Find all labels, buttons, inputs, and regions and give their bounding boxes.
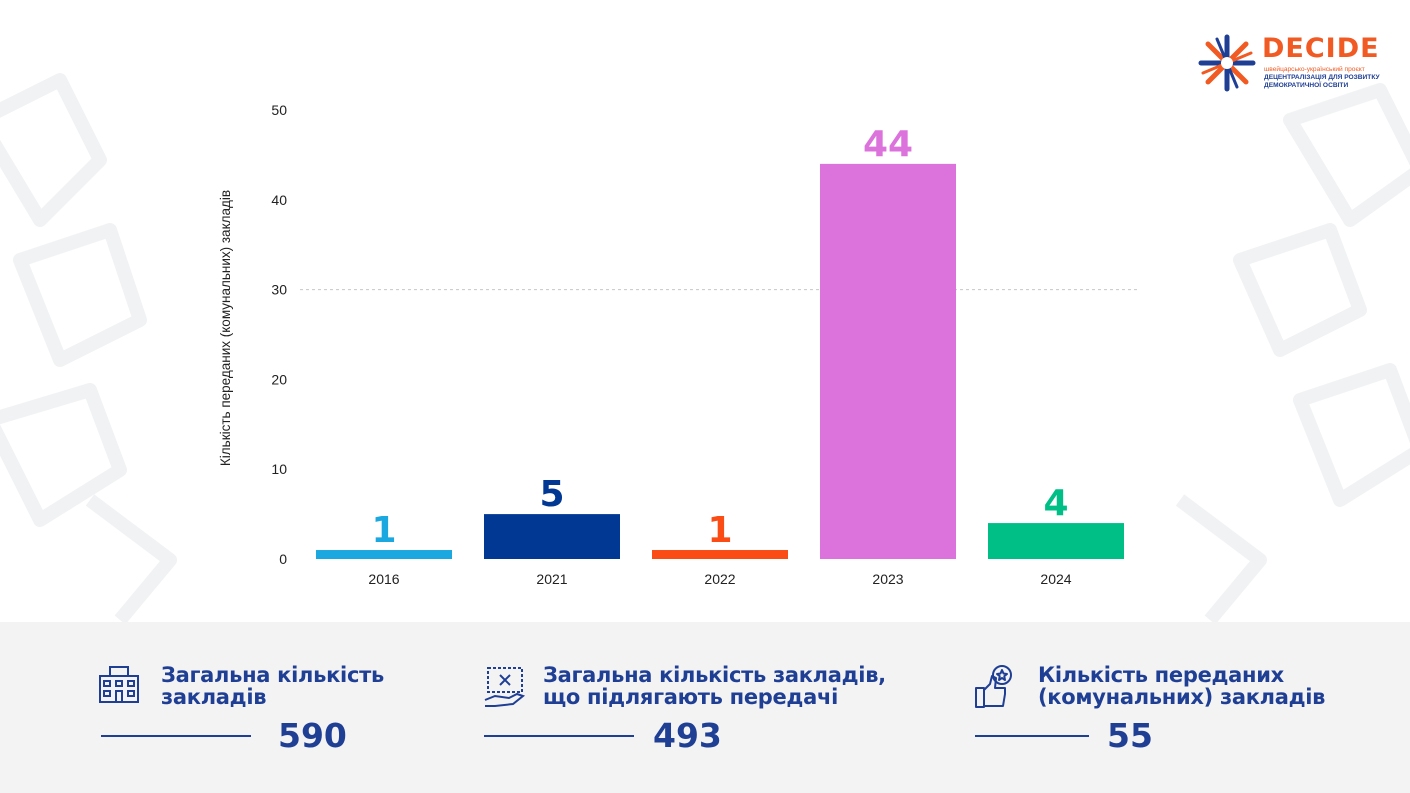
background-ornament (0, 73, 1410, 622)
stat-divider (101, 735, 251, 737)
y-tick-label: 0 (279, 551, 287, 567)
brand-tagline-1: швейцарсько-український проєкт (1264, 66, 1365, 73)
stat-label-line-1: Кількість переданих (1038, 663, 1284, 687)
y-axis-title: Кількість переданих (комунальних) заклад… (218, 190, 233, 466)
building-icon (99, 666, 139, 703)
bar-2024 (988, 523, 1124, 559)
stat-label-line-1: Загальна кількість закладів, (543, 663, 886, 687)
x-tick-label-2016: 2016 (368, 571, 399, 587)
y-axis-ticks: 0 10 20 30 40 50 (271, 102, 287, 567)
bar-2021 (484, 514, 620, 559)
stat-transferred-institutions: Кількість переданих (комунальних) заклад… (950, 622, 1410, 793)
y-tick-label: 40 (271, 192, 287, 208)
stat-value: 590 (278, 716, 347, 755)
stat-institutions-to-transfer: Загальна кількість закладів, що підлягаю… (470, 622, 950, 793)
stat-label-line-2: що підлягають передачі (543, 685, 838, 709)
data-label-2016: 1 (371, 510, 396, 551)
data-label-2021: 5 (539, 474, 564, 515)
x-tick-label-2022: 2022 (704, 571, 735, 587)
x-tick-label-2023: 2023 (872, 571, 903, 587)
x-tick-label-2024: 2024 (1040, 571, 1071, 587)
x-tick-label-2021: 2021 (536, 571, 567, 587)
hand-with-document-icon (484, 667, 526, 707)
stat-label-line-1: Загальна кількість (161, 663, 384, 687)
y-tick-label: 20 (271, 371, 287, 387)
stat-divider (484, 735, 634, 737)
bar-2022 (652, 550, 788, 559)
stat-divider (975, 735, 1089, 737)
bar-2023 (820, 163, 956, 559)
y-tick-label: 50 (271, 102, 287, 118)
brand-name: DECIDE (1262, 33, 1380, 64)
y-tick-label: 30 (271, 282, 287, 298)
data-label-2022: 1 (707, 510, 732, 551)
stat-label-line-2: закладів (161, 685, 267, 709)
decide-snowflake-icon (1198, 34, 1256, 92)
bar-2016 (316, 550, 452, 559)
decide-logo: DECIDE швейцарсько-український проєкт ДЕ… (1198, 33, 1380, 94)
brand-tagline-2: ДЕЦЕНТРАЛІЗАЦІЯ ДЛЯ РОЗВИТКУ (1264, 74, 1380, 81)
stat-total-institutions: Загальна кількість закладів 590 (0, 622, 470, 793)
stats-panel: Загальна кількість закладів 590 Загальна… (0, 622, 1410, 793)
x-axis-labels: 2016 2021 2022 2023 2024 (368, 571, 1071, 587)
stat-label-line-2: (комунальних) закладів (1038, 685, 1326, 709)
data-label-2024: 4 (1043, 483, 1068, 524)
stat-value: 493 (653, 716, 722, 755)
stat-value: 55 (1107, 716, 1153, 755)
chart-bars (316, 163, 1124, 559)
data-label-2023: 44 (863, 124, 913, 165)
y-tick-label: 10 (271, 461, 287, 477)
thumbs-up-star-icon (975, 665, 1012, 708)
brand-tagline-3: ДЕМОКРАТИЧНОЇ ОСВІТИ (1264, 82, 1349, 89)
